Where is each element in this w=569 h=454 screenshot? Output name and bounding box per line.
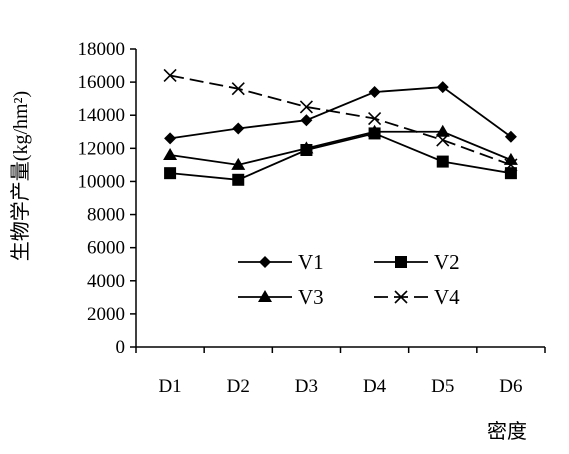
- y-tick-label: 6000: [87, 238, 125, 259]
- y-tick-label: 2000: [87, 304, 125, 325]
- x-tick-label: D6: [499, 376, 522, 397]
- x-tick-label: D5: [431, 376, 454, 397]
- data-point-triangle: [367, 124, 382, 137]
- legend-label: V4: [434, 285, 460, 309]
- data-point-diamond: [368, 86, 381, 99]
- legend: V1 V2 V3 V4: [238, 250, 460, 309]
- legend-label: V2: [434, 250, 460, 274]
- y-tick-label: 14000: [78, 105, 126, 126]
- data-point-square: [232, 173, 245, 186]
- data-point-diamond: [164, 132, 177, 145]
- data-point-square: [504, 167, 517, 180]
- legend-label: V1: [298, 250, 324, 274]
- series-v2: [164, 127, 517, 186]
- data-point-triangle: [299, 141, 314, 154]
- y-tick-label: 16000: [78, 72, 126, 93]
- data-point-triangle: [231, 157, 246, 170]
- series-layer: [163, 68, 518, 186]
- data-point-diamond: [232, 122, 245, 135]
- series-v4: [163, 68, 518, 172]
- data-point-triangle: [163, 147, 178, 160]
- y-tick-label: 12000: [78, 138, 126, 159]
- data-point-cross: [504, 158, 518, 172]
- data-point-cross: [436, 133, 450, 147]
- data-point-diamond: [300, 114, 313, 127]
- data-point-square: [436, 155, 449, 168]
- y-tick-label: 4000: [87, 271, 125, 292]
- series-line: [169, 74, 512, 166]
- legend-item-v1: V1: [238, 250, 324, 274]
- y-tick-label: 0: [116, 337, 126, 358]
- legend-item-v2: V2: [374, 250, 460, 274]
- legend-marker-diamond: [259, 256, 271, 268]
- x-tick-label: D2: [227, 376, 250, 397]
- legend-item-v4: V4: [374, 285, 460, 309]
- series-line: [169, 86, 512, 140]
- data-point-diamond: [504, 130, 517, 143]
- x-tick-label: D4: [363, 376, 387, 397]
- legend-item-v3: V3: [238, 285, 324, 309]
- y-axis-ticks: 0 2000 4000 6000 8000 10000 12000 14000 16000 180…: [78, 39, 136, 358]
- legend-marker-cross: [394, 290, 408, 304]
- data-point-triangle: [435, 124, 450, 137]
- x-axis-ticks: D1 D2 D3 D4 D5 D6: [135, 347, 546, 397]
- legend-label: V3: [298, 285, 324, 309]
- data-point-square: [164, 167, 177, 180]
- data-point-cross: [231, 82, 245, 96]
- x-tick-label: D1: [158, 376, 181, 397]
- series-line: [169, 132, 512, 181]
- legend-marker-square: [395, 256, 407, 268]
- x-axis-title: 密度: [487, 420, 527, 443]
- series-line: [169, 130, 512, 166]
- y-tick-label: 18000: [78, 39, 126, 60]
- data-point-diamond: [436, 81, 449, 94]
- data-point-cross: [299, 100, 313, 114]
- y-axis-title: 生物学产量(kg/hm²): [9, 91, 32, 261]
- data-point-cross: [368, 111, 382, 126]
- y-tick-label: 10000: [78, 171, 126, 192]
- y-tick-label: 8000: [87, 205, 125, 226]
- x-tick-label: D3: [295, 376, 318, 397]
- series-v1: [164, 81, 517, 145]
- legend-marker-triangle: [258, 290, 272, 302]
- data-point-cross: [163, 68, 177, 83]
